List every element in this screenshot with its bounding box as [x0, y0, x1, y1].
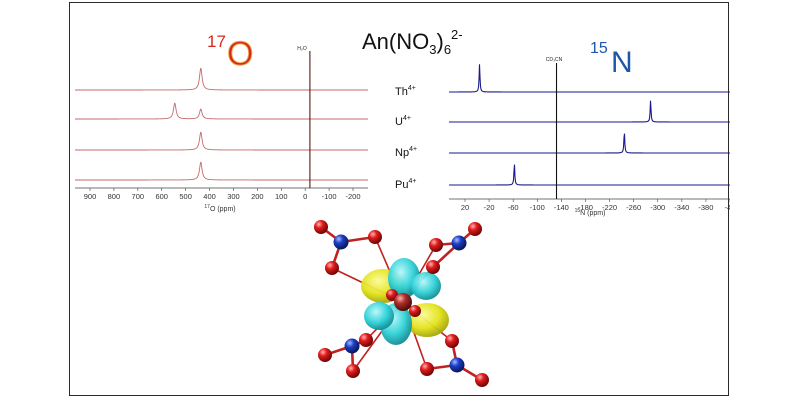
figure-frame: An(NO3)62- 17 O 15 N 900 800 700 600 500 400 3…: [69, 2, 730, 396]
nitrogen-trace-1: [449, 64, 730, 93]
oxygen-atom: [426, 260, 440, 274]
oxygen-atom: [420, 362, 434, 376]
nitrogen-tick-label: -300: [650, 203, 665, 212]
oxygen-tick-label: 300: [227, 192, 240, 201]
oxygen-atom: [318, 348, 332, 362]
oxygen-atom: [475, 373, 489, 387]
figure-title: An(NO3)62-: [362, 27, 463, 57]
sample-label-th: Th4+: [395, 85, 416, 98]
nitrogen-mass-number: 15: [590, 40, 608, 57]
oxygen-x-axis-label-text: O (ppm): [210, 206, 236, 213]
nitrogen-traces: [449, 63, 730, 199]
oxygen-tick-label: 400: [203, 192, 216, 201]
oxygen-tick-label: 800: [108, 192, 121, 201]
figure-canvas: An(NO3)62- 17 O 15 N 900 800 700 600 500 400 3…: [75, 27, 730, 387]
orbital-lobe-cyan: [364, 302, 394, 330]
nitrogen-tick-label: -140: [554, 203, 569, 212]
nitrogen-tick-label: -380: [698, 203, 713, 212]
nitrogen-tick-label: -100: [530, 203, 545, 212]
oxygen-traces: [75, 51, 368, 188]
sample-label-u: U4+: [395, 115, 411, 128]
nitrogen-tick-label: -340: [674, 203, 689, 212]
nitrogen-x-ticks: 20 -20 -60 -100 -140 -180 -220 -260 -300 -340 -380…: [461, 199, 730, 212]
nitrogen-x-axis-label: 15N (ppm): [575, 208, 606, 217]
nitrogen-x-axis-label-text: N (ppm): [580, 210, 605, 217]
oxygen-atom: [445, 334, 459, 348]
oxygen-atom: [325, 261, 339, 275]
oxygen-atom: [468, 222, 482, 236]
nitrogen-atom: [333, 234, 349, 250]
oxygen-atom: [346, 364, 360, 378]
oxygen-trace-1: [75, 67, 368, 91]
nitrogen-trace-4: [449, 164, 730, 186]
sample-label-np: Np4+: [395, 146, 417, 159]
nitrogen-sample-labels: Th4+ U4+ Np4+ Pu4+: [395, 85, 417, 191]
sample-label-pu: Pu4+: [395, 178, 416, 191]
oxygen-tick-label: 700: [132, 192, 145, 201]
oxygen-atom: [368, 230, 382, 244]
oxygen-x-axis-label: 17O (ppm): [204, 204, 235, 213]
oxygen-tick-label: -100: [322, 192, 337, 201]
nitrogen-tick-label: -260: [626, 203, 641, 212]
nitrogen-tick-label: -20: [484, 203, 495, 212]
oxygen-trace-3: [75, 131, 368, 151]
oxygen-mass-number: 17: [207, 32, 226, 51]
nitrogen-atom: [344, 338, 360, 354]
oxygen-trace-4: [75, 161, 368, 181]
orbital-lobe-cyan: [411, 272, 441, 300]
nitrogen-tick-label: 20: [461, 203, 469, 212]
oxygen-reference-label: H₂O: [297, 46, 307, 52]
nitrogen-tick-label: -220: [602, 203, 617, 212]
actinide-nitrate-complex: [314, 220, 489, 387]
nitrogen-trace-3: [449, 133, 730, 154]
oxygen-spectrum-panel: 900 800 700 600 500 400 300 200 100 0 -100 -200 H₂O…: [75, 46, 368, 213]
oxygen-x-ticks: 900 800 700 600 500 400 300 200 100 0 -100 -200: [84, 188, 361, 201]
oxygen-tick-label: -200: [345, 192, 360, 201]
nitrogen-isotope-label: 15 N: [590, 40, 633, 79]
oxygen-tick-label: 100: [275, 192, 288, 201]
oxygen-atom: [359, 333, 373, 347]
oxygen-tick-label: 900: [84, 192, 97, 201]
oxygen-trace-2: [75, 102, 368, 120]
nitrogen-tick-label: -60: [508, 203, 519, 212]
nitrogen-x-axis-label-sup: 15: [575, 208, 581, 214]
oxygen-tick-label: 0: [303, 192, 307, 201]
oxygen-atom: [409, 305, 421, 317]
nitrogen-element-symbol: N: [611, 46, 633, 79]
oxygen-tick-label: 500: [179, 192, 192, 201]
nitrogen-reference-label: CD₃CN: [546, 57, 563, 63]
oxygen-isotope-label: 17 O: [207, 32, 254, 73]
oxygen-atom: [314, 220, 328, 234]
nitrogen-spectrum-panel: 20 -20 -60 -100 -140 -180 -220 -260 -300 -340 -380…: [395, 57, 730, 217]
oxygen-tick-label: 600: [155, 192, 168, 201]
oxygen-atom: [429, 238, 443, 252]
nitrogen-tick-label: -42: [725, 203, 730, 212]
nitrogen-atom: [451, 235, 467, 251]
actinide-atom: [394, 293, 412, 311]
oxygen-x-axis-label-sup: 17: [204, 204, 210, 210]
nitrogen-tick-label: -180: [578, 203, 593, 212]
nitrogen-trace-2: [449, 100, 730, 123]
nitrogen-atom: [449, 357, 465, 373]
oxygen-tick-label: 200: [251, 192, 264, 201]
oxygen-element-symbol: O: [227, 35, 253, 73]
